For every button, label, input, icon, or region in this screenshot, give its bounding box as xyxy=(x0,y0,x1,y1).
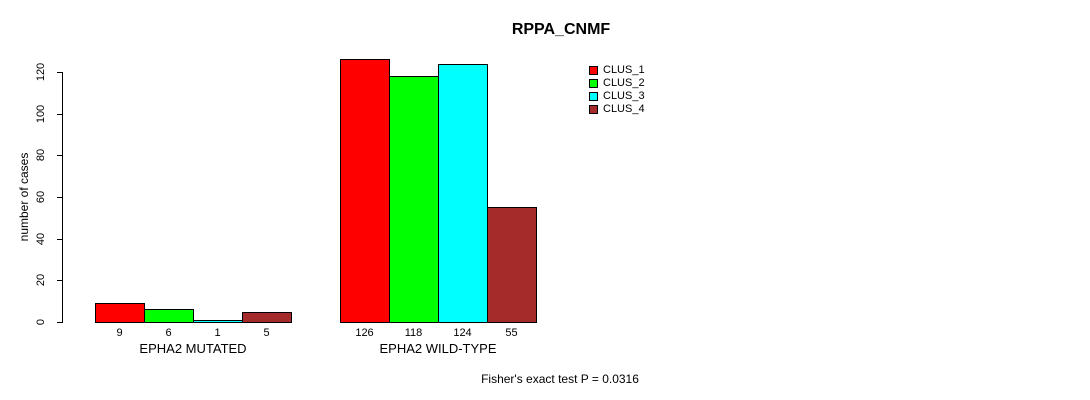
y-axis-tick-label: 100 xyxy=(35,104,47,123)
y-axis-tick xyxy=(57,322,62,323)
legend-item-clus_1: CLUS_1 xyxy=(589,65,645,76)
y-axis-tick-label: 40 xyxy=(35,232,47,245)
bar-value-label: 1 xyxy=(214,327,221,339)
y-axis-tick-label: 60 xyxy=(35,190,47,204)
legend-swatch-clus_2 xyxy=(589,79,598,88)
bar-value-label: 6 xyxy=(165,327,172,339)
y-axis-tick xyxy=(57,197,62,198)
legend-label: CLUS_4 xyxy=(603,103,645,115)
bar-value-label: 126 xyxy=(355,327,374,339)
y-axis-tick xyxy=(57,113,62,115)
bar-clus_3-2 xyxy=(438,64,488,323)
legend-swatch-clus_4 xyxy=(589,105,598,114)
y-axis-line xyxy=(62,72,63,323)
bar-value-label: 9 xyxy=(116,327,123,339)
y-axis-tick-label: 0 xyxy=(35,318,47,326)
y-axis-tick-label: 120 xyxy=(35,62,47,82)
bar-clus_4-1 xyxy=(242,312,292,323)
chart-title: RPPA_CNMF xyxy=(511,21,611,38)
y-axis-tick xyxy=(57,280,62,282)
legend-label: CLUS_1 xyxy=(603,64,645,76)
legend-swatch-clus_1 xyxy=(589,66,598,75)
y-axis-tick-label: 80 xyxy=(35,149,47,162)
bar-value-label: 55 xyxy=(505,327,518,339)
bar-value-label: 124 xyxy=(453,327,472,339)
bar-clus_1-1 xyxy=(95,303,145,323)
bar-clus_2-2 xyxy=(389,76,439,323)
legend-label: CLUS_3 xyxy=(603,90,645,102)
bar-clus_4-2 xyxy=(487,207,537,323)
y-axis-tick xyxy=(57,72,62,73)
annotation-pvalue: Fisher's exact test P = 0.0316 xyxy=(481,372,639,386)
legend-swatch-clus_3 xyxy=(589,92,598,101)
y-axis-tick-label: 20 xyxy=(35,274,47,287)
legend-item-clus_4: CLUS_4 xyxy=(589,104,645,115)
bar-clus_3-1 xyxy=(193,320,243,323)
legend-item-clus_3: CLUS_3 xyxy=(589,91,645,102)
legend-item-clus_2: CLUS_2 xyxy=(589,78,645,89)
bar-clus_1-2 xyxy=(340,59,390,323)
bar-value-label: 5 xyxy=(263,327,270,339)
y-axis-tick xyxy=(57,238,62,240)
legend-label: CLUS_2 xyxy=(603,77,645,89)
bar-clus_2-1 xyxy=(144,309,194,323)
category-label: EPHA2 WILD-TYPE xyxy=(379,341,497,356)
category-label: EPHA2 MUTATED xyxy=(139,341,247,356)
bar-value-label: 118 xyxy=(404,327,423,339)
y-axis-tick xyxy=(57,155,62,157)
